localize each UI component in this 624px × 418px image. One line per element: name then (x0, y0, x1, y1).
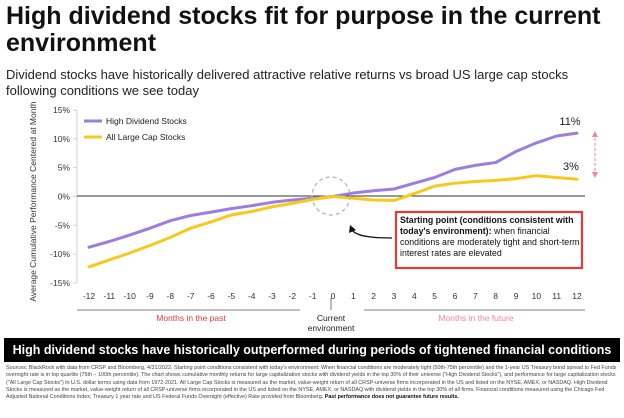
x-tick-label: 8 (493, 291, 498, 301)
y-tick-label: 5% (58, 163, 71, 173)
callout-text: Starting point (conditions consistent wi… (400, 215, 580, 259)
x-tick-label: 1 (351, 291, 356, 301)
x-tick-label: -11 (104, 291, 116, 301)
current-environment-label-line2: environment (308, 323, 355, 333)
page-subtitle: Dividend stocks have historically delive… (6, 67, 569, 98)
months-future-label: Months in the future (438, 313, 513, 323)
x-tick-label: -4 (248, 291, 256, 301)
x-tick-label: 5 (432, 291, 437, 301)
x-tick-label: -6 (207, 291, 215, 301)
x-tick-label: 4 (412, 291, 417, 301)
x-tick-label: 10 (532, 291, 542, 301)
callout-title: Starting point (conditions consistent wi… (400, 215, 574, 236)
series-line-large-cap (87, 174, 579, 269)
x-tick-label: -3 (268, 291, 276, 301)
line-chart: Average Cumulative Performance Centered … (28, 100, 598, 333)
gap-arrow-head-top (592, 131, 598, 137)
y-tick-label: 0% (58, 192, 71, 202)
takeaway-banner: High dividend stocks have historically o… (4, 338, 620, 362)
x-tick-label: -5 (228, 291, 236, 301)
x-tick-label: 0 (331, 291, 336, 301)
end-label-large-cap: 3% (563, 161, 579, 173)
x-tick-label: 9 (514, 291, 519, 301)
x-tick-label: 7 (473, 291, 478, 301)
footnote-disclaimer: Past performance does not guarantee futu… (324, 394, 459, 401)
y-tick-label: 10% (53, 134, 70, 144)
months-past-label: Months in the past (156, 313, 226, 323)
x-tick-label: -7 (187, 291, 195, 301)
y-tick-label: -5% (55, 220, 71, 230)
legend-label-high-dividend: High Dividend Stocks (106, 116, 187, 126)
x-tick-label: -10 (124, 291, 137, 301)
footnote-text: Sources: BlackRock with data from CRSP a… (6, 365, 617, 401)
callout-body: when financial conditions are moderately… (400, 226, 580, 258)
callout-arrow (351, 229, 393, 239)
end-label-high-dividend: 11% (559, 116, 580, 128)
callout-arrow-head (349, 225, 356, 233)
x-tick-label: -8 (167, 291, 175, 301)
x-tick-label: -12 (83, 291, 96, 301)
starting-point-circle (311, 176, 351, 216)
page-title: High dividend stocks fit for purpose in … (6, 2, 601, 57)
x-tick-label: 6 (453, 291, 458, 301)
y-tick-label: 15% (53, 105, 70, 115)
x-tick-label: -2 (289, 291, 297, 301)
legend-label-large-cap: All Large Cap Stocks (106, 132, 185, 142)
sources-footnote: Sources: BlackRock with data from CRSP a… (6, 365, 618, 401)
x-tick-label: 2 (371, 291, 376, 301)
x-tick-label: 12 (572, 291, 582, 301)
x-tick-label: -9 (146, 291, 154, 301)
gap-arrow-head-bottom (592, 172, 598, 178)
x-tick-label: 11 (552, 291, 561, 301)
y-tick-label: -10% (50, 249, 70, 259)
x-tick-label: -1 (309, 291, 317, 301)
x-tick-label: 3 (392, 291, 397, 301)
y-tick-label: -15% (50, 278, 70, 288)
y-axis-label: Average Cumulative Performance Centered … (28, 100, 38, 302)
callout-box (394, 210, 584, 270)
current-environment-label-line1: Current (317, 313, 346, 323)
